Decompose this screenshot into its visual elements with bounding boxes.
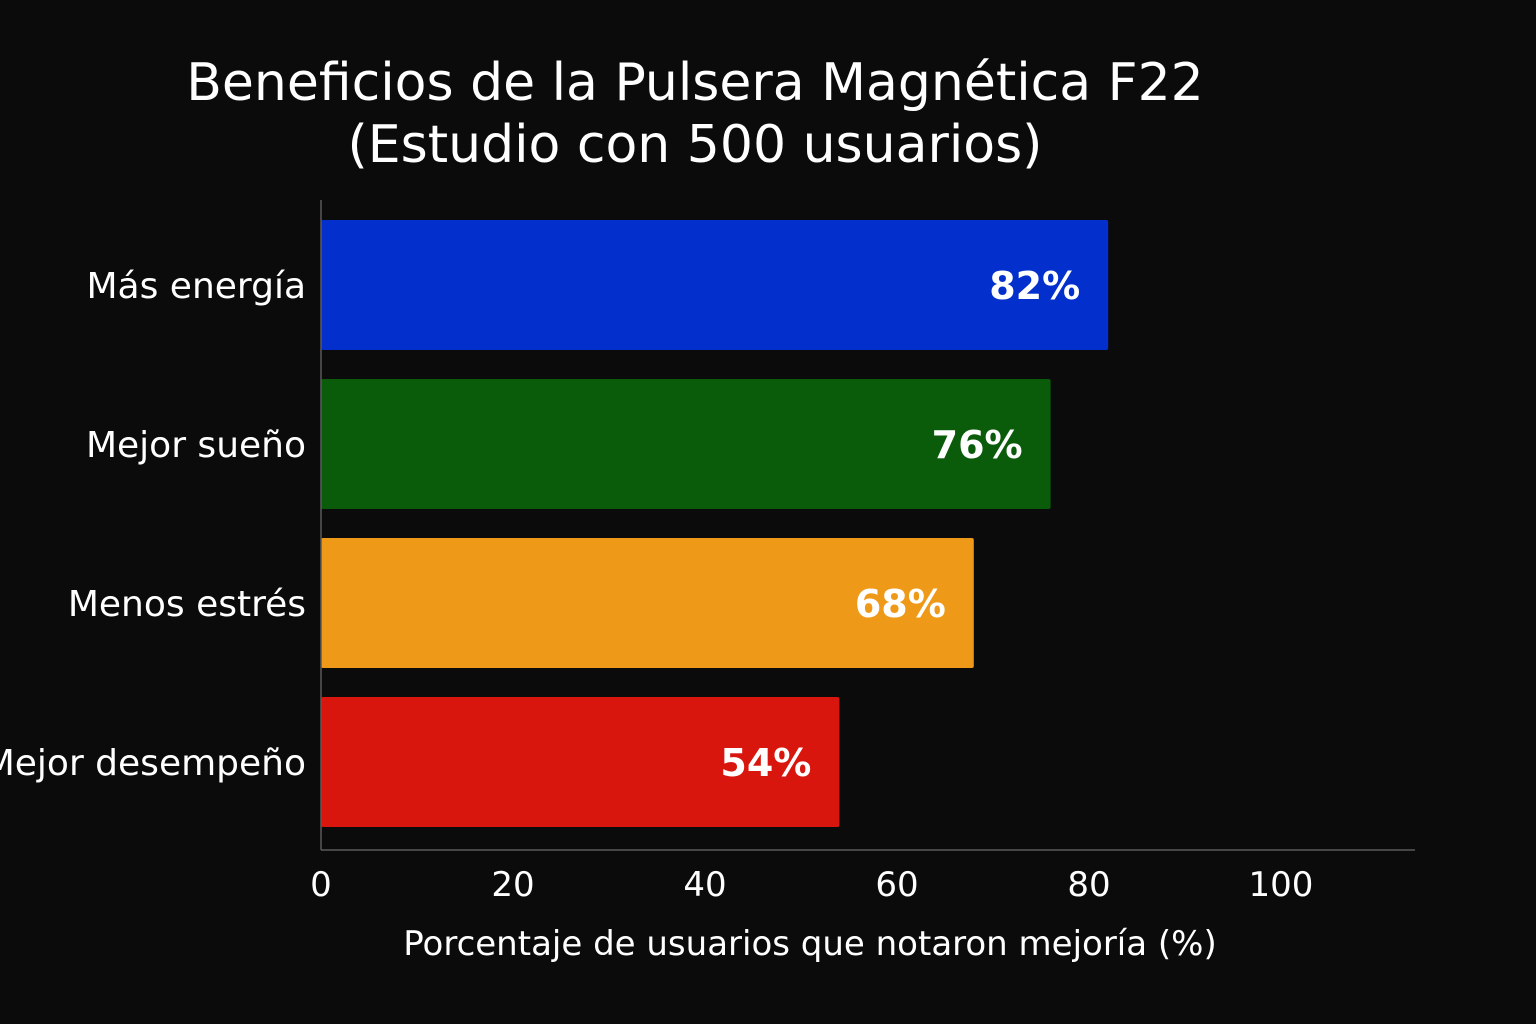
bar-2 [321,538,974,668]
data-label-2: 68% [855,582,946,626]
category-label-3: Mejor desempeño [0,743,306,784]
x-tick-label-3: 60 [875,865,918,905]
bar-3 [321,697,840,827]
bars-layer: 82% 76% 68% 54% [321,220,1109,827]
x-tick-label-5: 100 [1249,865,1314,905]
data-label-3: 54% [720,741,811,785]
data-label-0: 82% [989,264,1080,308]
bar-0 [321,220,1109,350]
category-label-2: Menos estrés [68,584,306,625]
x-tick-label-0: 0 [310,865,332,905]
data-label-1: 76% [932,423,1023,467]
ticks-layer: 0 20 40 60 80 100 [310,865,1313,905]
categories-layer: Más energía Mejor sueño Menos estrés Mejor … [0,266,306,784]
x-tick-label-2: 40 [683,865,726,905]
x-axis-title: Porcentaje de usuarios que notaron mejor… [403,924,1216,964]
x-tick-label-1: 20 [491,865,534,905]
chart-subtitle-line: (Estudio con 500 usuarios) [347,115,1043,175]
category-label-0: Más energía [86,266,306,307]
category-label-1: Mejor sueño [86,425,306,466]
x-tick-label-4: 80 [1067,865,1110,905]
chart-title: Beneficios de la Pulsera Magnética F22 (… [0,52,1390,176]
axis-layer [320,200,1415,851]
chart-title-line: Beneficios de la Pulsera Magnética F22 [186,53,1204,113]
bar-1 [321,379,1051,509]
